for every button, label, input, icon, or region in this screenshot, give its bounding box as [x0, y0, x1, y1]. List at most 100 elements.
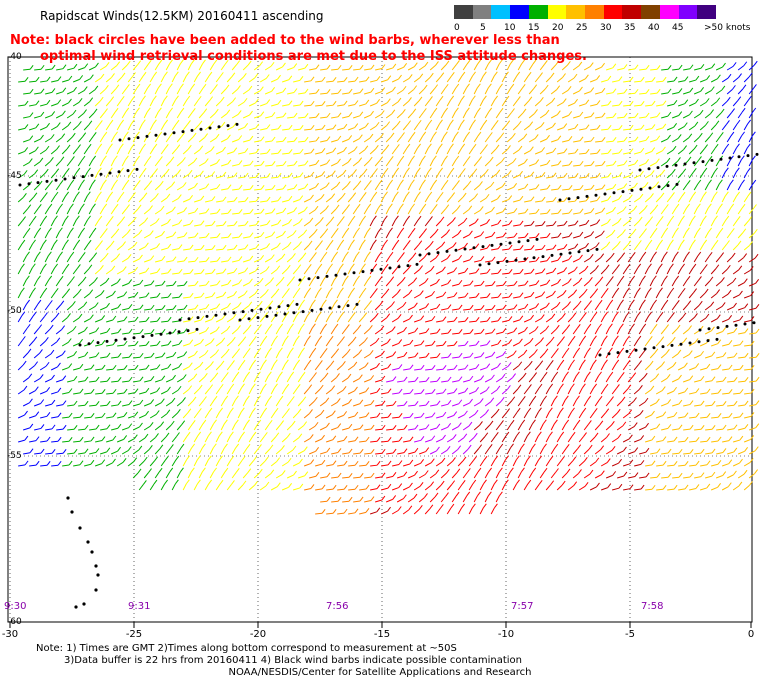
wind-barb: [303, 388, 310, 395]
wind-barb: [381, 416, 389, 419]
wind-barb: [414, 344, 422, 347]
contamination-dot: [277, 305, 281, 309]
wind-barb-flag: [453, 388, 458, 393]
wind-barb: [22, 208, 29, 215]
wind-barb: [550, 423, 555, 431]
wind-barb: [204, 175, 212, 179]
wind-barb: [722, 343, 730, 347]
wind-barb: [649, 402, 657, 407]
wind-barb-flag: [750, 412, 755, 417]
wind-barb-flag: [664, 299, 669, 305]
wind-barb: [540, 260, 548, 263]
wind-barb-flag: [497, 219, 502, 225]
wind-barb-flag: [597, 347, 602, 353]
wind-barb-flag: [231, 480, 235, 485]
wind-barb: [462, 448, 469, 455]
wind-barb-flag: [386, 98, 391, 103]
wind-barb: [242, 351, 248, 359]
wind-barb-flag: [409, 314, 413, 320]
wind-barb-flag: [532, 59, 537, 65]
wind-barb-flag: [562, 290, 567, 295]
wind-barb: [473, 471, 479, 479]
wind-barb: [501, 99, 507, 107]
wind-barb: [733, 416, 741, 419]
wind-barb: [715, 281, 722, 287]
wind-barb: [319, 401, 327, 407]
wind-barb-flag: [528, 384, 532, 389]
wind-barb-flag: [502, 327, 507, 333]
wind-barb-flag: [182, 157, 186, 162]
wind-barb: [50, 126, 58, 131]
wind-barb-flag: [622, 421, 627, 427]
wind-barb-flag: [739, 458, 743, 464]
wind-barb: [737, 232, 744, 239]
wind-barb-flag: [83, 86, 88, 91]
wind-barb: [29, 80, 37, 83]
wind-barb-flag: [326, 112, 331, 118]
wind-barb: [149, 75, 155, 83]
wind-barb: [418, 306, 426, 311]
wind-barb-flag: [486, 243, 491, 249]
wind-barb: [369, 243, 374, 251]
wind-barb-flag: [425, 400, 430, 406]
wind-barb-flag: [730, 228, 735, 233]
wind-barb-flag: [46, 76, 51, 82]
wind-barb-flag: [482, 503, 487, 509]
wind-barb-flag: [498, 59, 503, 65]
wind-barb: [336, 291, 341, 299]
wind-barb: [286, 256, 293, 263]
wind-barb: [726, 474, 734, 479]
wind-barb-flag: [337, 472, 342, 478]
wind-barb-flag: [431, 290, 436, 296]
wind-barb: [457, 507, 463, 515]
wind-barb: [722, 368, 730, 371]
wind-barb-flag: [585, 148, 590, 154]
wind-barb: [424, 485, 431, 491]
wind-barb-flag: [530, 220, 535, 226]
wind-barb-flag: [183, 304, 188, 310]
wind-barb-flag: [598, 371, 602, 377]
wind-barb-flag: [200, 170, 204, 176]
wind-barb: [260, 223, 268, 227]
wind-barb: [22, 185, 29, 191]
wind-barb-flag: [727, 73, 732, 79]
wind-barb: [529, 283, 537, 287]
wind-barb: [193, 388, 200, 395]
wind-barb-flag: [194, 304, 199, 310]
wind-barb: [683, 428, 691, 431]
wind-barb: [732, 485, 740, 491]
wind-barb: [220, 376, 226, 383]
wind-barb: [298, 92, 306, 95]
wind-barb-flag: [442, 364, 447, 370]
wind-barb: [649, 352, 656, 359]
wind-barb-flag: [507, 385, 511, 390]
wind-barb-flag: [446, 445, 451, 451]
wind-barb-flag: [744, 352, 749, 358]
wind-barb-flag: [440, 216, 445, 222]
wind-barb-flag: [706, 436, 711, 442]
wind-barb: [308, 376, 314, 383]
wind-barb-flag: [149, 230, 154, 235]
wind-barb: [732, 269, 740, 275]
wind-barb: [682, 329, 689, 335]
wind-barb-flag: [356, 203, 361, 209]
wind-barb: [359, 440, 367, 443]
wind-barb-flag: [649, 216, 654, 221]
wind-barb-flag: [62, 448, 67, 454]
wind-barb: [183, 248, 191, 251]
wind-barb: [594, 351, 599, 359]
wind-barb: [484, 160, 491, 167]
wind-barb: [402, 318, 410, 323]
wind-barb: [579, 103, 586, 107]
wind-barb: [441, 332, 449, 335]
wind-barb: [682, 304, 689, 311]
wind-barb-flag: [406, 215, 411, 221]
wind-barb: [44, 231, 49, 239]
wind-barb-flag: [233, 196, 238, 202]
wind-barb-flag: [651, 460, 656, 466]
wind-barb-flag: [714, 167, 718, 173]
wind-barb: [644, 267, 649, 275]
wind-barb: [622, 388, 629, 395]
wind-barb-flag: [726, 120, 730, 125]
wind-barb: [253, 375, 258, 383]
